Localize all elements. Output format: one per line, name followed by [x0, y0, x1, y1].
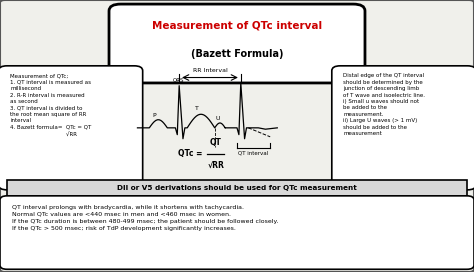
FancyBboxPatch shape — [7, 180, 467, 197]
Text: U: U — [216, 116, 220, 121]
FancyBboxPatch shape — [0, 196, 474, 269]
Text: DII or V5 derivations should be used for QTc measurement: DII or V5 derivations should be used for… — [117, 185, 357, 191]
FancyBboxPatch shape — [332, 66, 474, 190]
Text: Measurement of QTc;
1. QT interval is measured as
millisecond
2. R-R interval is: Measurement of QTc; 1. QT interval is me… — [10, 73, 91, 136]
FancyBboxPatch shape — [0, 66, 143, 190]
Text: P: P — [152, 113, 156, 118]
Text: Distal edge of the QT interval
should be determined by the
junction of descendin: Distal edge of the QT interval should be… — [343, 73, 425, 136]
Text: QRS: QRS — [173, 77, 184, 82]
Text: QT: QT — [210, 138, 222, 147]
Text: QT interval prolongs with bradycardia, while it shortens with tachycardia.
Norma: QT interval prolongs with bradycardia, w… — [12, 205, 278, 231]
Text: (Bazett Formula): (Bazett Formula) — [191, 50, 283, 59]
Text: T: T — [195, 106, 199, 111]
Text: QT interval: QT interval — [238, 151, 269, 156]
Text: RR Interval: RR Interval — [192, 68, 228, 73]
Text: QTc =: QTc = — [178, 149, 205, 158]
Text: Measurement of QTc interval: Measurement of QTc interval — [152, 21, 322, 31]
Text: √RR: √RR — [207, 160, 224, 169]
FancyBboxPatch shape — [109, 4, 365, 83]
